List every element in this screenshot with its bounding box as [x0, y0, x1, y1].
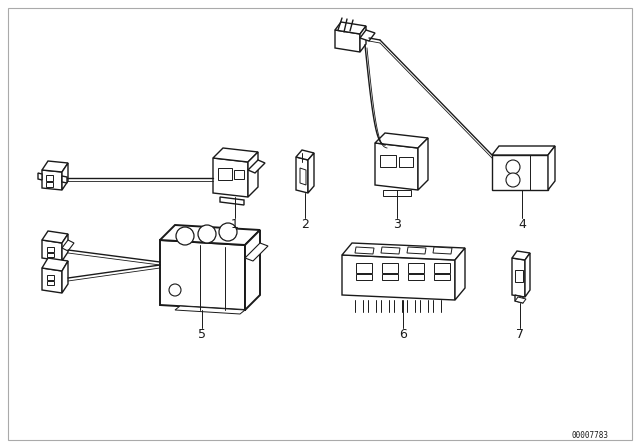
Polygon shape — [42, 268, 62, 293]
Polygon shape — [335, 30, 360, 52]
Bar — [218, 168, 232, 180]
Bar — [434, 263, 450, 273]
Polygon shape — [296, 150, 314, 160]
Polygon shape — [433, 247, 452, 254]
Bar — [399, 157, 413, 167]
Polygon shape — [308, 153, 314, 193]
Bar — [408, 274, 424, 280]
Polygon shape — [525, 253, 530, 297]
Polygon shape — [492, 146, 555, 155]
Polygon shape — [512, 258, 525, 297]
Polygon shape — [355, 247, 374, 254]
Polygon shape — [62, 234, 68, 261]
Circle shape — [176, 227, 194, 245]
Text: 5: 5 — [198, 327, 206, 340]
Polygon shape — [160, 225, 260, 245]
Polygon shape — [335, 22, 366, 34]
Polygon shape — [62, 176, 67, 183]
Polygon shape — [512, 251, 530, 260]
Polygon shape — [548, 146, 555, 190]
Polygon shape — [245, 243, 268, 261]
Bar — [47, 275, 54, 280]
Circle shape — [506, 173, 520, 187]
Polygon shape — [213, 158, 248, 197]
Bar — [356, 263, 372, 273]
Polygon shape — [515, 295, 523, 303]
Polygon shape — [245, 230, 260, 310]
Polygon shape — [296, 157, 308, 193]
Polygon shape — [375, 143, 418, 190]
Bar — [408, 263, 424, 273]
Bar — [515, 270, 523, 282]
Polygon shape — [160, 240, 245, 310]
Bar — [47, 247, 54, 252]
Polygon shape — [42, 258, 68, 271]
Text: 3: 3 — [393, 217, 401, 231]
Text: 00007783: 00007783 — [572, 431, 609, 439]
Polygon shape — [360, 26, 366, 52]
Polygon shape — [175, 306, 245, 314]
Polygon shape — [62, 261, 68, 293]
Polygon shape — [42, 240, 62, 261]
Polygon shape — [381, 247, 400, 254]
Text: 6: 6 — [399, 327, 407, 340]
Bar — [382, 274, 398, 280]
Bar — [46, 182, 53, 187]
Polygon shape — [360, 30, 375, 41]
Text: 1: 1 — [231, 217, 239, 231]
Polygon shape — [62, 240, 74, 251]
Circle shape — [219, 223, 237, 241]
Polygon shape — [220, 197, 244, 205]
Polygon shape — [515, 297, 526, 303]
Polygon shape — [492, 155, 548, 190]
Polygon shape — [42, 170, 62, 190]
Polygon shape — [38, 173, 42, 180]
Polygon shape — [342, 243, 465, 260]
Polygon shape — [62, 163, 68, 190]
Circle shape — [198, 225, 216, 243]
Circle shape — [169, 284, 181, 296]
Polygon shape — [248, 160, 265, 173]
Polygon shape — [300, 168, 306, 185]
Bar — [356, 274, 372, 280]
Polygon shape — [342, 255, 455, 300]
Polygon shape — [418, 138, 428, 190]
Bar — [47, 281, 54, 285]
Polygon shape — [42, 231, 68, 243]
Bar — [380, 155, 396, 167]
Text: 4: 4 — [518, 217, 526, 231]
Circle shape — [506, 160, 520, 174]
Bar — [46, 175, 53, 181]
Text: 2: 2 — [301, 217, 309, 231]
Polygon shape — [248, 152, 258, 197]
Polygon shape — [213, 148, 258, 162]
Bar — [382, 263, 398, 273]
Polygon shape — [42, 161, 68, 172]
Text: 7: 7 — [516, 327, 524, 340]
Polygon shape — [407, 247, 426, 254]
Bar — [234, 170, 244, 179]
Polygon shape — [455, 248, 465, 300]
Polygon shape — [375, 133, 428, 148]
Bar — [434, 274, 450, 280]
Bar — [383, 190, 411, 196]
Bar — [47, 253, 54, 257]
